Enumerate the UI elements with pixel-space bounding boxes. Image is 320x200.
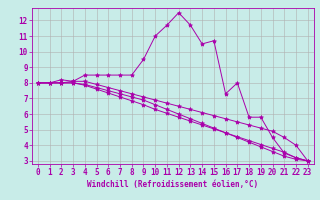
X-axis label: Windchill (Refroidissement éolien,°C): Windchill (Refroidissement éolien,°C) bbox=[87, 180, 258, 189]
